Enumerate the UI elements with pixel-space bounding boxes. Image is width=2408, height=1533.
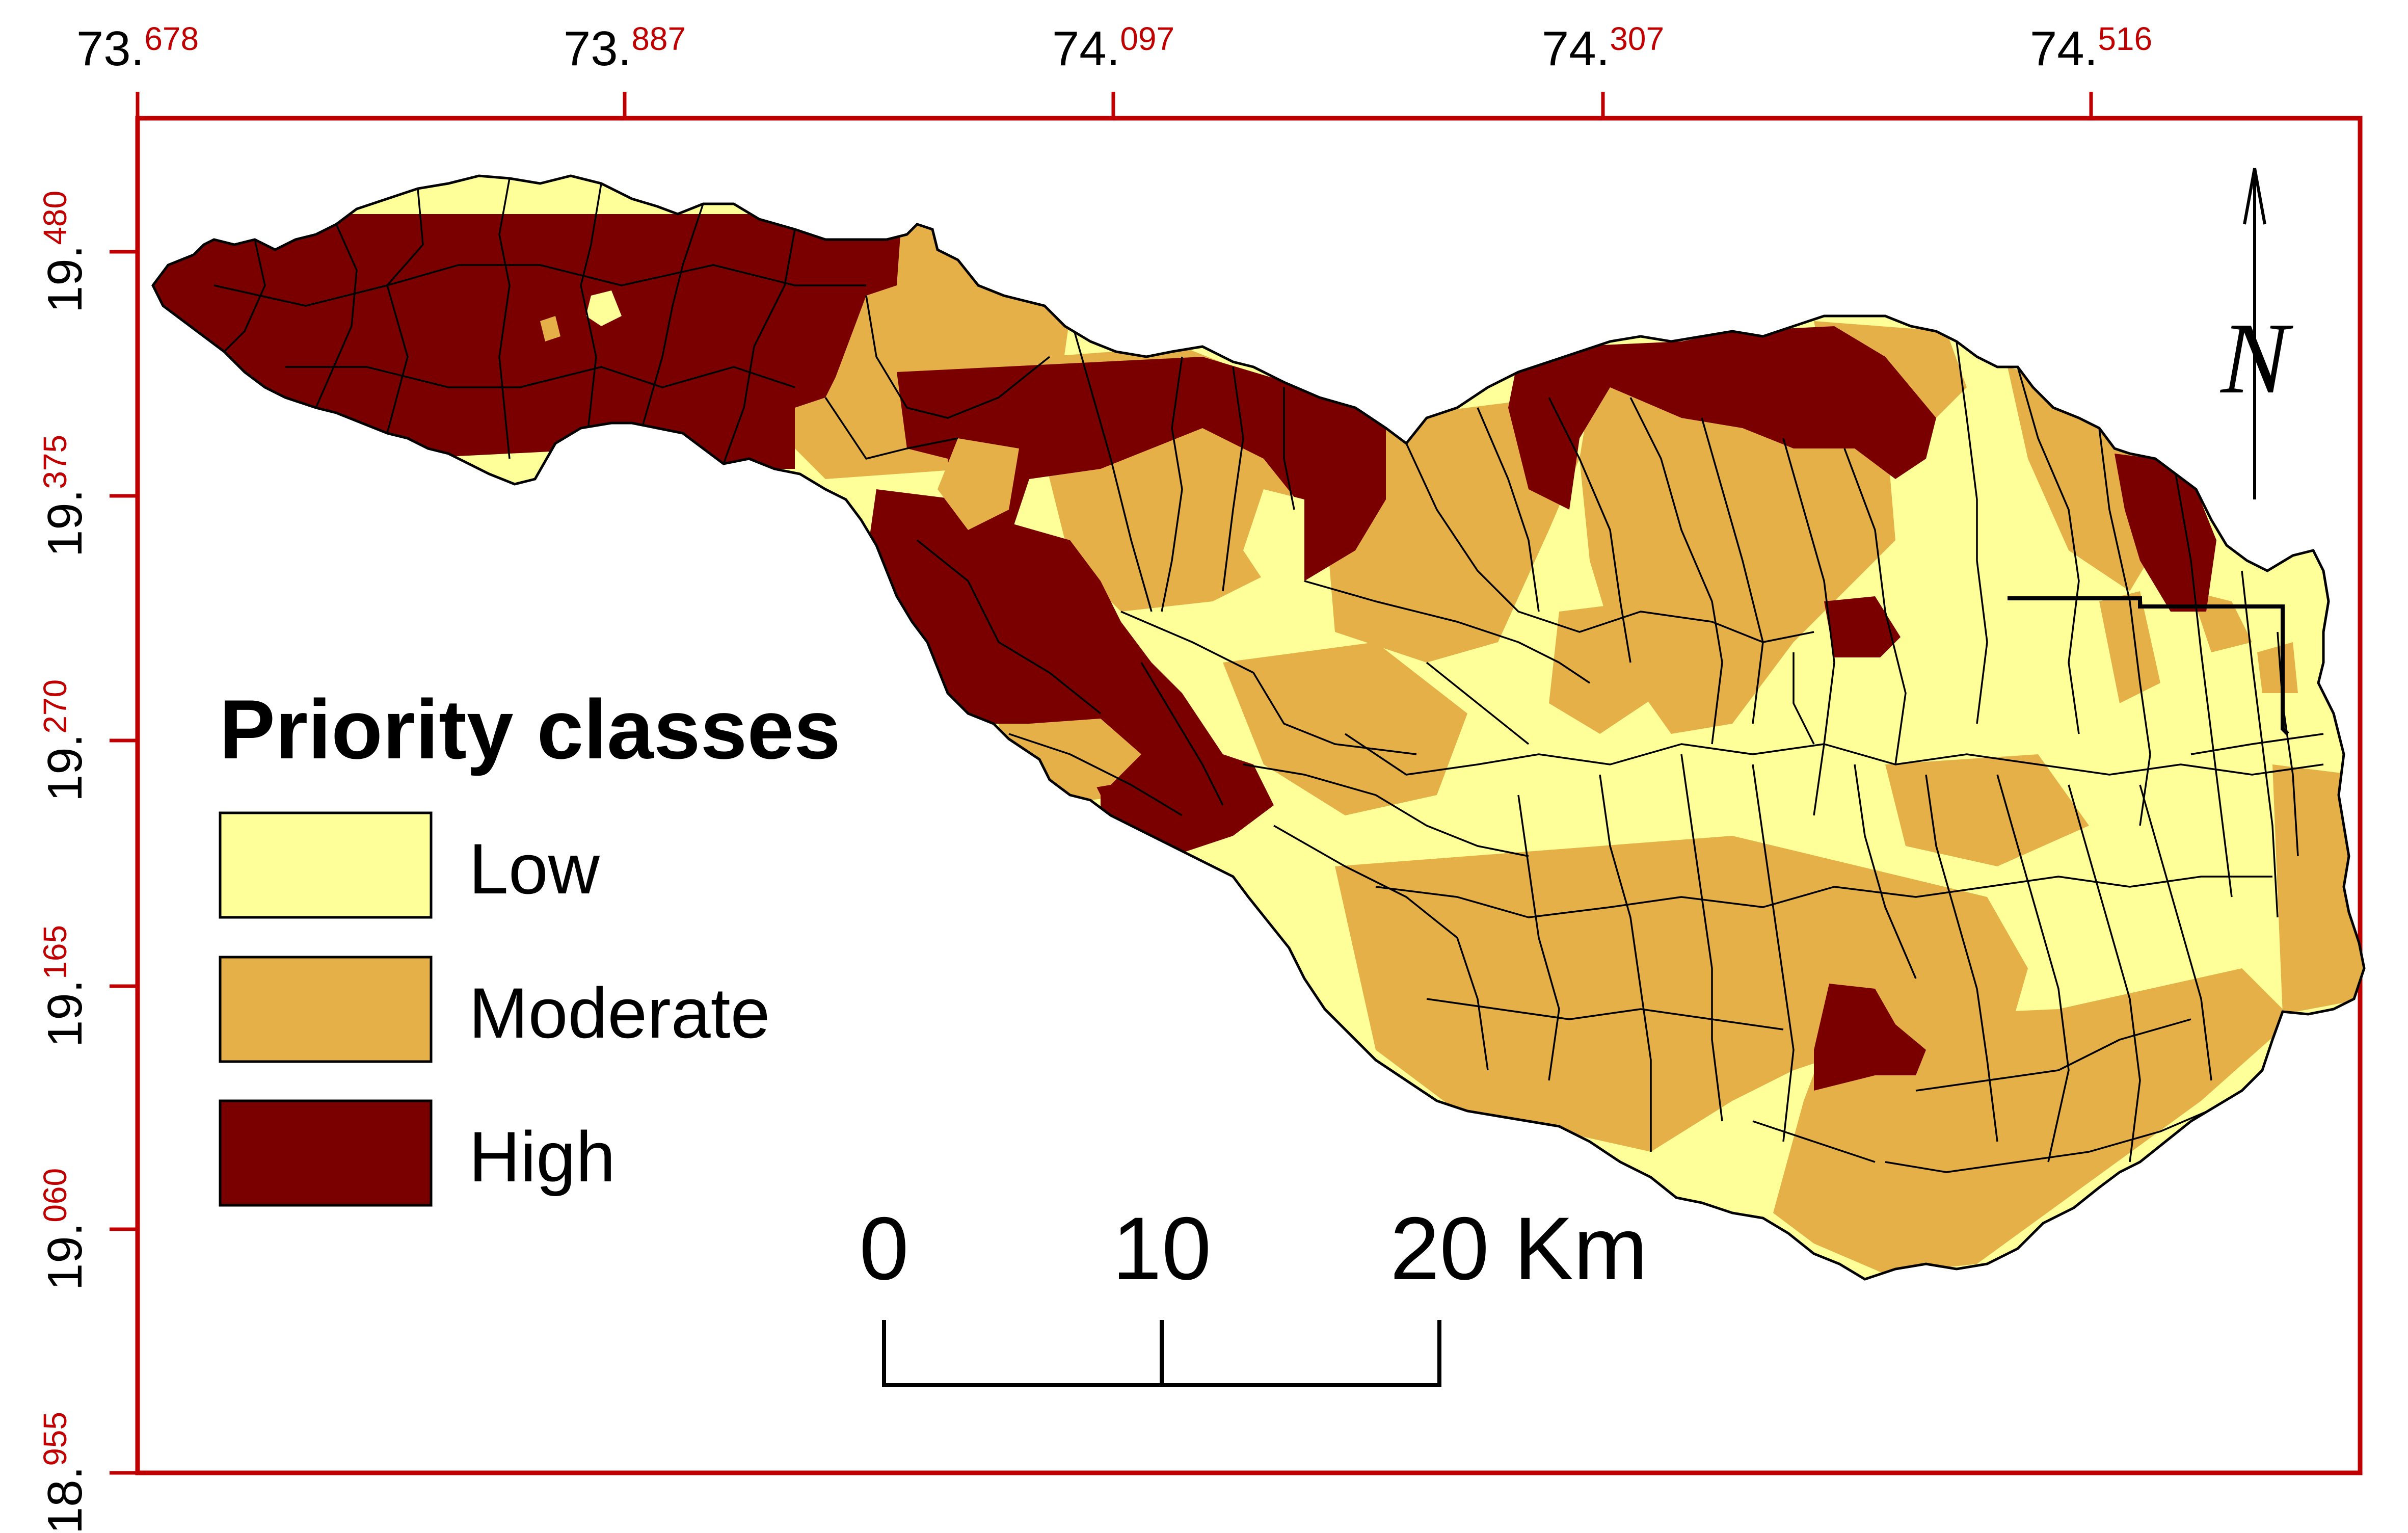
low-zone — [586, 290, 622, 326]
low-zone — [1243, 489, 1304, 581]
scale-label-10: 10 — [1112, 1199, 1212, 1299]
high-zone — [897, 357, 1386, 581]
moderate-zone — [2257, 642, 2298, 693]
moderate-zone — [1549, 601, 1661, 734]
moderate-zone — [1325, 398, 1580, 663]
moderate-zone — [1335, 836, 2028, 1152]
legend-swatch-low — [219, 811, 433, 919]
moderate-zone — [1885, 754, 2089, 866]
x-tick-label: 73.887 — [564, 20, 686, 76]
longitude-axis: 73.678 73.887 74.097 74.307 74.516 — [76, 20, 2152, 118]
north-arrow-head — [2243, 168, 2266, 225]
high-zone — [866, 489, 1274, 866]
x-tick-label: 74.516 — [2030, 20, 2152, 76]
legend-swatch-moderate — [219, 956, 433, 1063]
y-tick-label: 18.955 — [37, 1412, 92, 1533]
y-tick-label: 19.165 — [37, 925, 92, 1047]
scale-label-0: 0 — [859, 1199, 908, 1299]
moderate-zone — [2099, 591, 2160, 703]
scale-label-20km: 20 Km — [1390, 1199, 1648, 1299]
legend-swatch-high — [219, 1099, 433, 1207]
scale-bar: 0 10 20 Km — [859, 1199, 1648, 1387]
legend-label-moderate: Moderate — [469, 973, 770, 1053]
high-zone — [1508, 326, 1936, 510]
moderate-zone — [540, 316, 560, 341]
sub-watershed-boundaries — [213, 178, 2324, 1173]
high-priority-zones — [153, 214, 2216, 1091]
y-tick-label: 19.060 — [37, 1168, 92, 1290]
x-tick-label: 73.678 — [76, 20, 199, 76]
y-tick-label: 19.480 — [37, 191, 92, 313]
high-zone — [2115, 454, 2216, 612]
high-zone — [1814, 984, 1926, 1091]
y-tick-label: 19.375 — [37, 435, 92, 557]
y-tick-label: 19.270 — [37, 679, 92, 802]
x-tick-label: 74.307 — [1542, 20, 1664, 76]
latitude-axis: 19.480 19.375 19.270 19.165 19.060 18.95… — [37, 191, 138, 1533]
north-arrow-label: N — [2219, 302, 2293, 415]
high-zone — [1824, 596, 1901, 657]
admin-boundary-line — [2008, 596, 2289, 735]
high-zone — [153, 214, 902, 469]
north-arrow: N — [2219, 168, 2293, 499]
legend: Priority classes Low Moderate High — [219, 682, 841, 1207]
moderate-zone — [938, 438, 1019, 530]
x-tick-label: 74.097 — [1052, 20, 1174, 76]
legend-title: Priority classes — [219, 682, 841, 776]
legend-label-high: High — [469, 1117, 616, 1197]
legend-label-low: Low — [469, 829, 600, 909]
